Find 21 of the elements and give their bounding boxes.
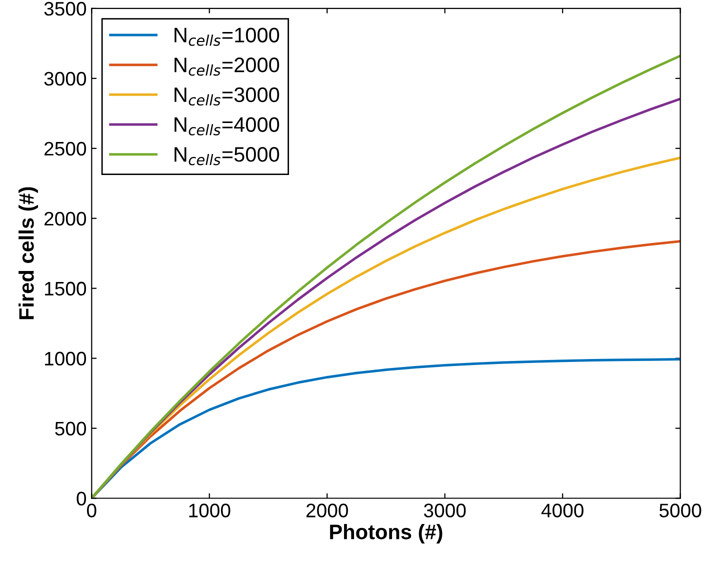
x-tick-label: 0 bbox=[87, 504, 96, 518]
y-tick-label: 2000 bbox=[44, 212, 86, 226]
legend-label: N$_{cells}$=1000 bbox=[174, 28, 280, 46]
y-tick-label: 500 bbox=[55, 422, 86, 436]
legend-label: N$_{cells}$=5000 bbox=[174, 147, 280, 166]
x-tick-label: 1000 bbox=[189, 504, 230, 518]
y-tick-label: 3000 bbox=[44, 72, 86, 86]
y-tick-label: 1000 bbox=[45, 352, 86, 366]
y-tick-label: 2500 bbox=[44, 142, 86, 156]
y-tick-label: 0 bbox=[76, 492, 86, 506]
legend-label: N$_{cells}$=3000 bbox=[174, 87, 280, 106]
legend-label: N$_{cells}$=4000 bbox=[174, 117, 280, 136]
x-tick-label: 2000 bbox=[306, 504, 348, 518]
x-tick-label: 5000 bbox=[659, 504, 702, 518]
x-tick-label: 4000 bbox=[541, 504, 584, 518]
y-axis-title: Fired cells (#) bbox=[18, 187, 38, 320]
x-axis-title: Photons (#) bbox=[330, 524, 442, 544]
y-tick-label: 1500 bbox=[45, 282, 86, 296]
legend-label: N$_{cells}$=2000 bbox=[174, 58, 280, 76]
x-tick-label: 3000 bbox=[424, 504, 466, 518]
y-tick-label: 3500 bbox=[44, 2, 86, 16]
